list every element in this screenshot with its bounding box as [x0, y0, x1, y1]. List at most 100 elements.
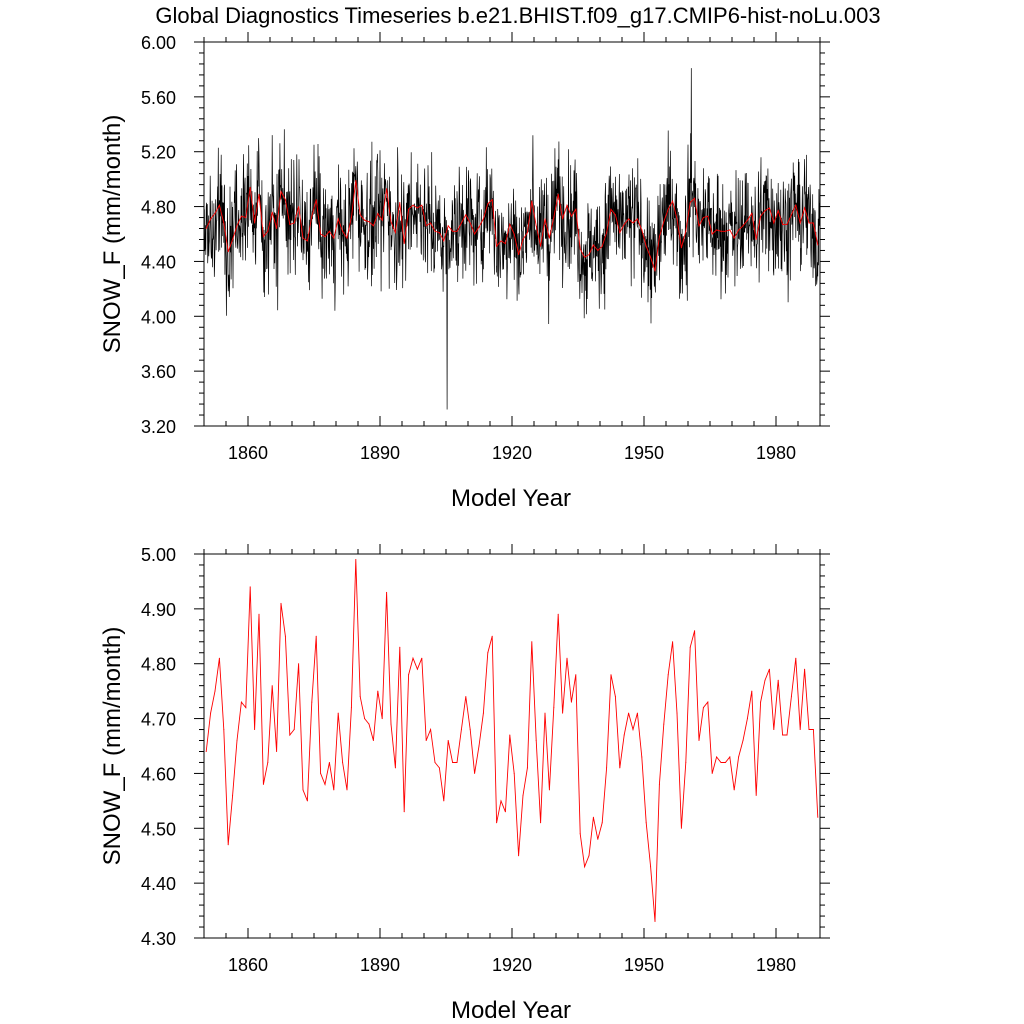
bottom-annual-point: [289, 734, 291, 736]
top-annual-point: [522, 239, 524, 240]
top-annual-point: [654, 270, 656, 272]
top-annual-point: [733, 237, 735, 239]
top-annual-point: [804, 207, 806, 209]
bottom-annual-point: [760, 701, 762, 703]
bottom-annual-point: [346, 789, 348, 791]
bottom-annual-point: [232, 794, 234, 796]
top-annual-point: [650, 256, 652, 258]
bottom-x-tick-label: 1860: [228, 955, 268, 975]
bottom-annual-point: [478, 745, 480, 747]
top-annual-point: [227, 251, 229, 253]
bottom-annual-point: [522, 794, 524, 796]
top-annual-point: [808, 222, 810, 224]
bottom-annual-point: [544, 712, 546, 714]
bottom-annual-point: [711, 772, 713, 774]
bottom-annual-point: [223, 729, 225, 730]
bottom-annual-point: [632, 729, 634, 730]
top-annual-point: [619, 232, 621, 234]
bottom-x-tick-label: 1920: [492, 955, 532, 975]
top-annual-point: [584, 256, 586, 258]
bottom-y-tick-label: 5.00: [141, 545, 176, 565]
top-annual-point: [786, 223, 788, 225]
top-annual-point: [284, 199, 286, 201]
bottom-annual-point: [262, 783, 264, 785]
top-annual-point: [298, 206, 300, 208]
bottom-annual-point: [790, 696, 792, 698]
bottom-ticks-layer: 1860 1890 1920 1950 1980 4.30 4.40 4.50 4.60 4.70…: [141, 544, 830, 975]
top-annual-point: [601, 245, 603, 247]
bottom-annual-point: [276, 751, 278, 752]
bottom-annual-point: [342, 762, 344, 763]
bottom-annual-point: [773, 729, 775, 730]
bottom-annual-point: [746, 718, 748, 720]
bottom-annual-point: [702, 707, 704, 709]
bottom-annual-point: [240, 701, 242, 703]
bottom-annual-point: [412, 657, 414, 659]
top-annual-point: [579, 248, 581, 250]
top-annual-point: [729, 229, 731, 231]
bottom-annual-point: [403, 811, 405, 813]
top-annual-point: [566, 204, 568, 206]
top-annual-point: [782, 223, 784, 225]
top-annual-point: [667, 208, 669, 210]
top-annual-point: [632, 222, 634, 224]
top-annual-point: [346, 237, 348, 239]
bottom-series-layer: [205, 559, 819, 922]
bottom-annual-point: [786, 734, 788, 736]
bottom-x-tick-label: 1980: [756, 955, 796, 975]
top-annual-point: [676, 218, 678, 220]
bottom-annual-point: [372, 740, 374, 741]
top-annual-point: [315, 199, 317, 201]
bottom-annual-point: [425, 740, 427, 741]
bottom-annual-point: [650, 866, 652, 868]
top-annual-point: [390, 221, 392, 223]
bottom-annual-point: [315, 635, 317, 637]
top-annual-point: [408, 208, 410, 210]
bottom-annual-point: [601, 822, 603, 824]
top-panel: 1860 1890 1920 1950 1980 3.20 3.60 4.00 4.40 4.80…: [99, 32, 830, 512]
top-annual-point: [438, 232, 440, 234]
top-annual-point: [720, 230, 722, 232]
bottom-annual-point: [720, 762, 722, 763]
bottom-annual-point: [658, 783, 660, 785]
bottom-annual-point: [386, 591, 388, 593]
top-annual-point: [474, 233, 476, 235]
bottom-annual-point: [654, 921, 656, 922]
bottom-annual-point: [298, 663, 300, 665]
top-annual-point: [597, 250, 599, 251]
bottom-panel: 1860 1890 1920 1950 1980 4.30 4.40 4.50 4.60 4.70…: [99, 544, 830, 1024]
bottom-annual-point: [368, 723, 370, 725]
bottom-annual-point: [755, 794, 757, 796]
bottom-annual-point: [672, 641, 674, 643]
top-annual-point: [610, 208, 612, 210]
bottom-annual-point: [465, 696, 467, 698]
bottom-annual-point: [733, 789, 735, 791]
top-annual-point: [293, 222, 295, 224]
top-annual-point: [271, 211, 273, 213]
top-annual-point: [689, 202, 691, 203]
bottom-annual-point: [540, 822, 542, 824]
bottom-plot-frame: [203, 553, 821, 939]
top-annual-point: [694, 197, 696, 199]
top-annual-point: [482, 218, 484, 220]
bottom-annual-point: [271, 685, 273, 687]
bottom-annual-point: [416, 668, 418, 670]
top-annual-point: [496, 245, 498, 247]
top-annual-point: [535, 225, 537, 227]
top-annual-point: [276, 228, 278, 229]
bottom-annual-point: [210, 712, 212, 714]
bottom-annual-series-line: [205, 559, 819, 922]
top-x-tick-label: 1980: [756, 443, 796, 463]
top-x-tick-label: 1860: [228, 443, 268, 463]
top-annual-point: [205, 228, 207, 229]
top-annual-point: [755, 239, 757, 240]
top-monthly-series-line: [203, 68, 821, 410]
bottom-annual-point: [227, 844, 229, 846]
bottom-annual-point: [575, 674, 577, 676]
top-annual-point: [258, 193, 260, 195]
bottom-annual-point: [628, 712, 630, 714]
top-annual-point: [707, 215, 709, 217]
top-annual-point: [738, 229, 740, 231]
bottom-annual-point: [447, 740, 449, 741]
top-y-tick-label: 3.20: [141, 417, 176, 437]
